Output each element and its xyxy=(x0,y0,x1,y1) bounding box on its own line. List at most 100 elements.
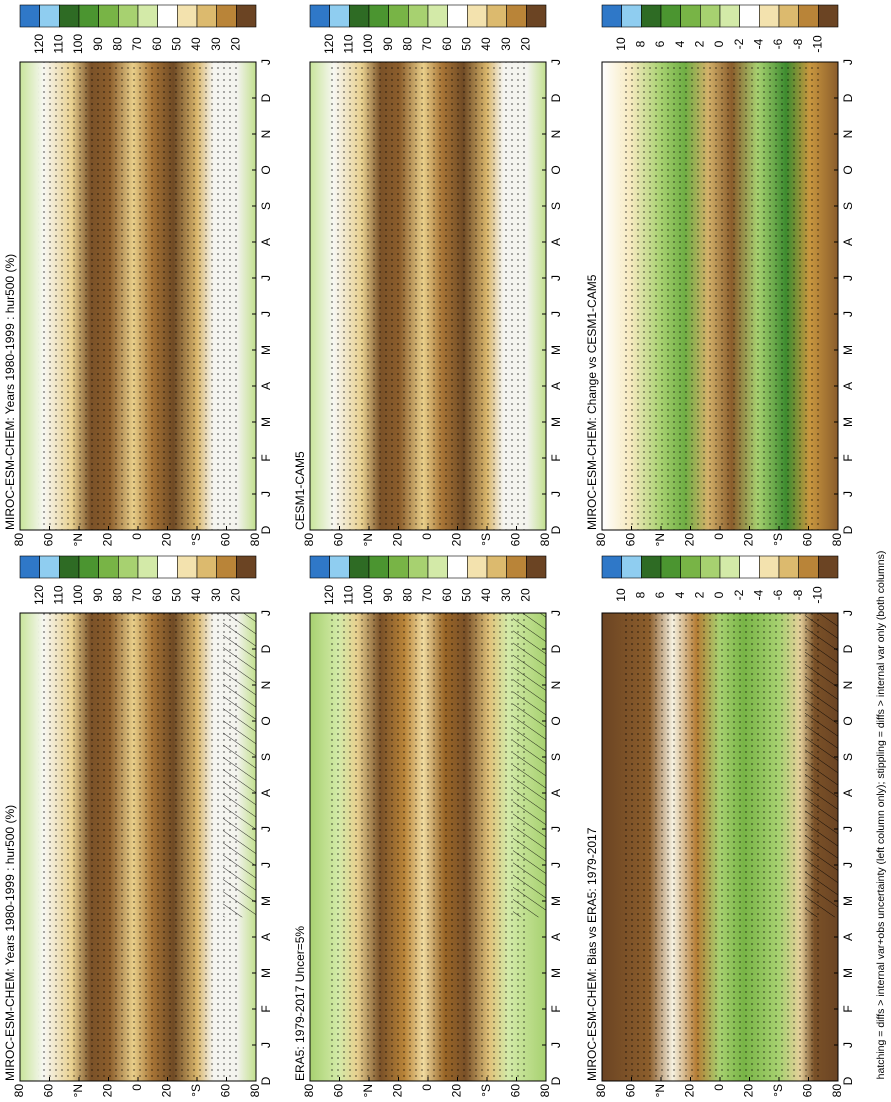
lat-label: 80 xyxy=(594,1084,608,1098)
colorbar-box xyxy=(486,4,507,28)
colorbar-label: -8 xyxy=(791,38,805,49)
month-label: A xyxy=(259,933,273,941)
lat-label: 60 xyxy=(219,1084,233,1098)
colorbar-label: -8 xyxy=(791,589,805,600)
colorbar-label: 10 xyxy=(614,37,628,51)
colorbar-box xyxy=(388,555,409,579)
colorbar-box xyxy=(59,4,80,28)
lat-label: 0 xyxy=(712,533,726,540)
stippling xyxy=(38,613,238,1081)
month-label: D xyxy=(259,525,273,534)
month-label: J xyxy=(549,862,563,868)
lat-label: °N xyxy=(71,1084,85,1097)
lat-label: 60 xyxy=(42,533,56,547)
month-label: N xyxy=(259,681,273,690)
colorbar-box xyxy=(98,555,119,579)
colorbar-box xyxy=(506,4,527,28)
month-label: J xyxy=(841,610,855,616)
lat-label: 0 xyxy=(130,1084,144,1091)
lat-label: °S xyxy=(479,533,493,546)
colorbar-box xyxy=(118,555,139,579)
colorbar-box xyxy=(196,555,217,579)
month-label: M xyxy=(841,896,855,906)
colorbar-label: 110 xyxy=(342,34,356,53)
colorbar-label: 90 xyxy=(91,588,105,602)
month-label: F xyxy=(549,454,563,461)
colorbar-label: 4 xyxy=(673,40,687,47)
colorbar-box xyxy=(408,555,429,579)
month-label: O xyxy=(259,165,273,174)
lat-label: 20 xyxy=(742,1084,756,1098)
month-label: J xyxy=(259,311,273,317)
lat-label: 20 xyxy=(160,533,174,547)
month-label: A xyxy=(549,933,563,941)
lat-label: 20 xyxy=(683,1084,697,1098)
colorbar-box xyxy=(467,555,488,579)
lat-label: 60 xyxy=(332,1084,346,1098)
colorbar-label: -4 xyxy=(752,38,766,49)
colorbar-label: 80 xyxy=(111,588,125,602)
lat-label: 20 xyxy=(450,533,464,547)
month-label: A xyxy=(549,382,563,390)
month-label: S xyxy=(259,202,273,210)
colorbar-box xyxy=(78,555,99,579)
colorbar-label: 20 xyxy=(229,588,243,602)
month-label: A xyxy=(259,382,273,390)
month-label: M xyxy=(841,968,855,978)
colorbar-label: 20 xyxy=(519,588,533,602)
lat-label: 60 xyxy=(509,533,523,547)
colorbar-box xyxy=(329,4,350,28)
colorbar-box xyxy=(157,555,178,579)
hatching xyxy=(222,612,257,918)
month-label: F xyxy=(549,1005,563,1012)
stippling xyxy=(328,62,528,530)
month-label: A xyxy=(259,789,273,797)
colorbar-box xyxy=(621,555,642,579)
colorbar-box xyxy=(388,4,409,28)
stippling xyxy=(620,62,820,530)
month-label: S xyxy=(549,753,563,761)
colorbar-label: 100 xyxy=(361,34,375,54)
month-label: D xyxy=(841,93,855,102)
colorbar-label: 20 xyxy=(229,37,243,51)
lat-label: 60 xyxy=(42,1084,56,1098)
lat-label: 60 xyxy=(509,1084,523,1098)
colorbar-label: 50 xyxy=(170,37,184,51)
lat-label: 80 xyxy=(12,533,26,547)
colorbar-label: 2 xyxy=(693,40,707,47)
colorbar-label: 8 xyxy=(634,40,648,47)
colorbar-box xyxy=(98,4,119,28)
colorbar-label: 50 xyxy=(460,37,474,51)
colorbar-box xyxy=(798,555,819,579)
colorbar-label: 120 xyxy=(32,585,46,605)
stippling xyxy=(328,613,528,1081)
hatching xyxy=(512,612,547,918)
colorbar-box xyxy=(660,4,681,28)
lat-label: 80 xyxy=(538,533,552,547)
lat-label: 20 xyxy=(101,1084,115,1098)
lat-label: 20 xyxy=(101,533,115,547)
colorbar-label: 70 xyxy=(130,588,144,602)
month-label: J xyxy=(841,491,855,497)
colorbar-box xyxy=(349,4,370,28)
colorbar-label: 40 xyxy=(189,37,203,51)
month-label: J xyxy=(841,1042,855,1048)
colorbar-box xyxy=(19,555,40,579)
lat-label: 80 xyxy=(248,533,262,547)
colorbar-label: 40 xyxy=(189,588,203,602)
month-label: A xyxy=(549,238,563,246)
panel-title: MIROC-ESM-CHEM: Years 1980-1999 : hur500… xyxy=(3,254,17,530)
colorbar-label: 100 xyxy=(71,585,85,605)
colorbar-label: 20 xyxy=(519,37,533,51)
panel-title: MIROC-ESM-CHEM: Change vs CESM1-CAM5 xyxy=(585,274,599,530)
month-label: J xyxy=(841,311,855,317)
colorbar-label: -6 xyxy=(771,589,785,600)
lat-label: °N xyxy=(71,533,85,546)
lat-label: 80 xyxy=(538,1084,552,1098)
colorbar-label: 60 xyxy=(440,588,454,602)
colorbar-label: 100 xyxy=(361,585,375,605)
lat-label: 80 xyxy=(302,533,316,547)
month-label: F xyxy=(841,1005,855,1012)
colorbar-label: 6 xyxy=(653,591,667,598)
